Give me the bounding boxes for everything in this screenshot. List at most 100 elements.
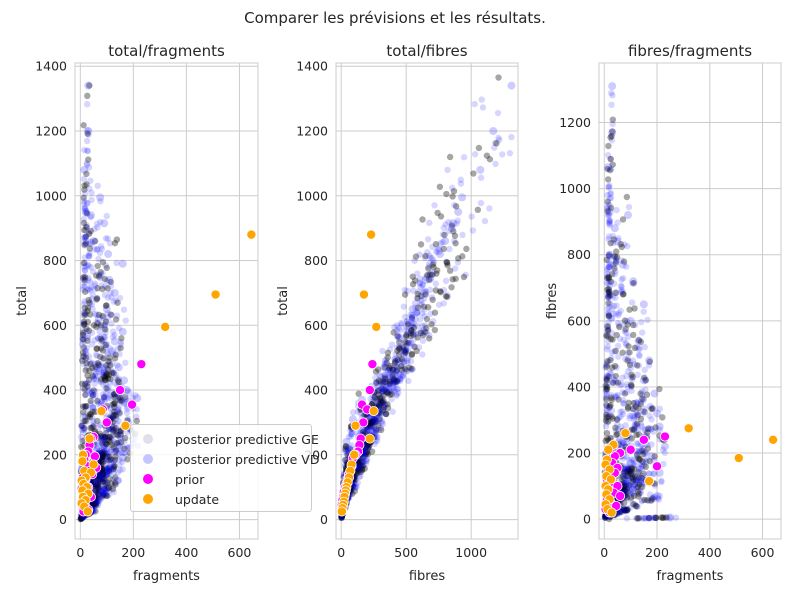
posterior-density-point [629, 471, 636, 478]
posterior-density-point [628, 426, 636, 433]
posterior-density-point [622, 468, 629, 476]
posterior-density-point [602, 382, 609, 389]
posterior-density-point [97, 475, 104, 482]
posterior-density-point [627, 470, 634, 477]
posterior-density-point [95, 474, 103, 481]
posterior-density-point [640, 396, 648, 403]
posterior-predictive-vd-point [118, 454, 127, 463]
posterior-density-point [604, 357, 611, 365]
posterior-density-point [658, 477, 665, 485]
posterior-density-point [609, 128, 616, 135]
posterior-density-point [114, 407, 122, 414]
posterior-density-point [618, 257, 625, 264]
posterior-density-point [81, 190, 89, 197]
posterior-density-point [375, 391, 382, 398]
posterior-density-point [359, 463, 366, 470]
posterior-density-point [104, 457, 112, 464]
plot-area [600, 82, 779, 523]
posterior-density-point [378, 410, 385, 417]
posterior-density-point [88, 295, 96, 302]
posterior-density-point [414, 334, 421, 341]
posterior-density-point [79, 335, 87, 343]
posterior-density-point [81, 226, 88, 234]
posterior-density-point [634, 503, 641, 510]
posterior-density-point [110, 469, 117, 476]
posterior-density-point [404, 355, 411, 362]
legend-swatch-vd [143, 454, 153, 464]
x-tick-label: 1000 [455, 545, 487, 560]
posterior-density-point [623, 479, 631, 487]
posterior-density-point [605, 285, 612, 293]
posterior-density-point [623, 507, 630, 514]
posterior-density-point [426, 260, 433, 267]
posterior-density-point [81, 403, 88, 411]
posterior-density-point [444, 262, 451, 269]
posterior-density-point [644, 445, 652, 452]
posterior-density-point [425, 276, 433, 284]
posterior-density-point [104, 386, 112, 393]
update-point [605, 474, 616, 485]
posterior-density-point [376, 397, 383, 405]
posterior-predictive-vd-point [380, 386, 389, 395]
posterior-density-point [426, 271, 434, 278]
posterior-density-point [348, 431, 355, 438]
posterior-density-point [635, 478, 642, 486]
posterior-density-point [368, 448, 376, 455]
posterior-density-point [95, 487, 103, 495]
posterior-density-point [110, 462, 117, 469]
posterior-density-point [613, 393, 621, 401]
posterior-density-point [79, 327, 87, 334]
update-point [366, 229, 377, 240]
posterior-density-point [649, 495, 656, 502]
posterior-density-point [640, 470, 647, 477]
posterior-density-point [396, 345, 403, 352]
posterior-density-point [95, 475, 102, 483]
posterior-density-point [81, 276, 88, 284]
posterior-density-point [491, 144, 498, 151]
posterior-density-point [388, 395, 395, 403]
posterior-density-point [613, 302, 620, 309]
posterior-density-point [641, 450, 649, 457]
posterior-density-point [83, 210, 91, 217]
posterior-density-point [102, 430, 110, 437]
posterior-density-point [102, 439, 109, 447]
posterior-density-point [424, 304, 432, 311]
posterior-predictive-vd-point [655, 422, 664, 431]
posterior-density-point [648, 441, 655, 448]
posterior-density-point [91, 282, 99, 289]
posterior-density-point [463, 245, 470, 253]
posterior-density-point [636, 352, 643, 360]
posterior-density-point [93, 220, 101, 228]
posterior-density-point [360, 412, 367, 419]
posterior-density-point [422, 252, 429, 260]
posterior-density-point [103, 445, 110, 452]
posterior-density-point [604, 333, 611, 340]
posterior-density-point [651, 453, 658, 460]
posterior-density-point [414, 304, 422, 311]
posterior-predictive-vd-point [110, 288, 119, 297]
y-axis-label: total [276, 286, 291, 316]
posterior-density-point [414, 290, 421, 298]
posterior-density-point [100, 472, 108, 479]
posterior-density-point [636, 344, 643, 352]
posterior-density-point [376, 371, 383, 379]
posterior-density-point [420, 295, 428, 303]
posterior-density-point [634, 411, 641, 419]
posterior-density-point [407, 332, 415, 340]
posterior-density-point [115, 477, 123, 484]
posterior-density-point [631, 426, 638, 433]
posterior-density-point [108, 311, 115, 319]
posterior-density-point [344, 447, 352, 455]
posterior-density-point [611, 280, 618, 287]
posterior-density-point [496, 136, 503, 144]
posterior-density-point [82, 417, 89, 425]
posterior-density-point [614, 421, 621, 428]
posterior-density-point [80, 219, 88, 227]
posterior-density-point [355, 463, 362, 470]
posterior-density-point [98, 454, 106, 461]
posterior-density-point [421, 287, 428, 294]
posterior-density-point [606, 369, 614, 376]
posterior-density-point [103, 302, 110, 309]
posterior-density-point [83, 418, 91, 425]
posterior-density-point [423, 329, 430, 337]
